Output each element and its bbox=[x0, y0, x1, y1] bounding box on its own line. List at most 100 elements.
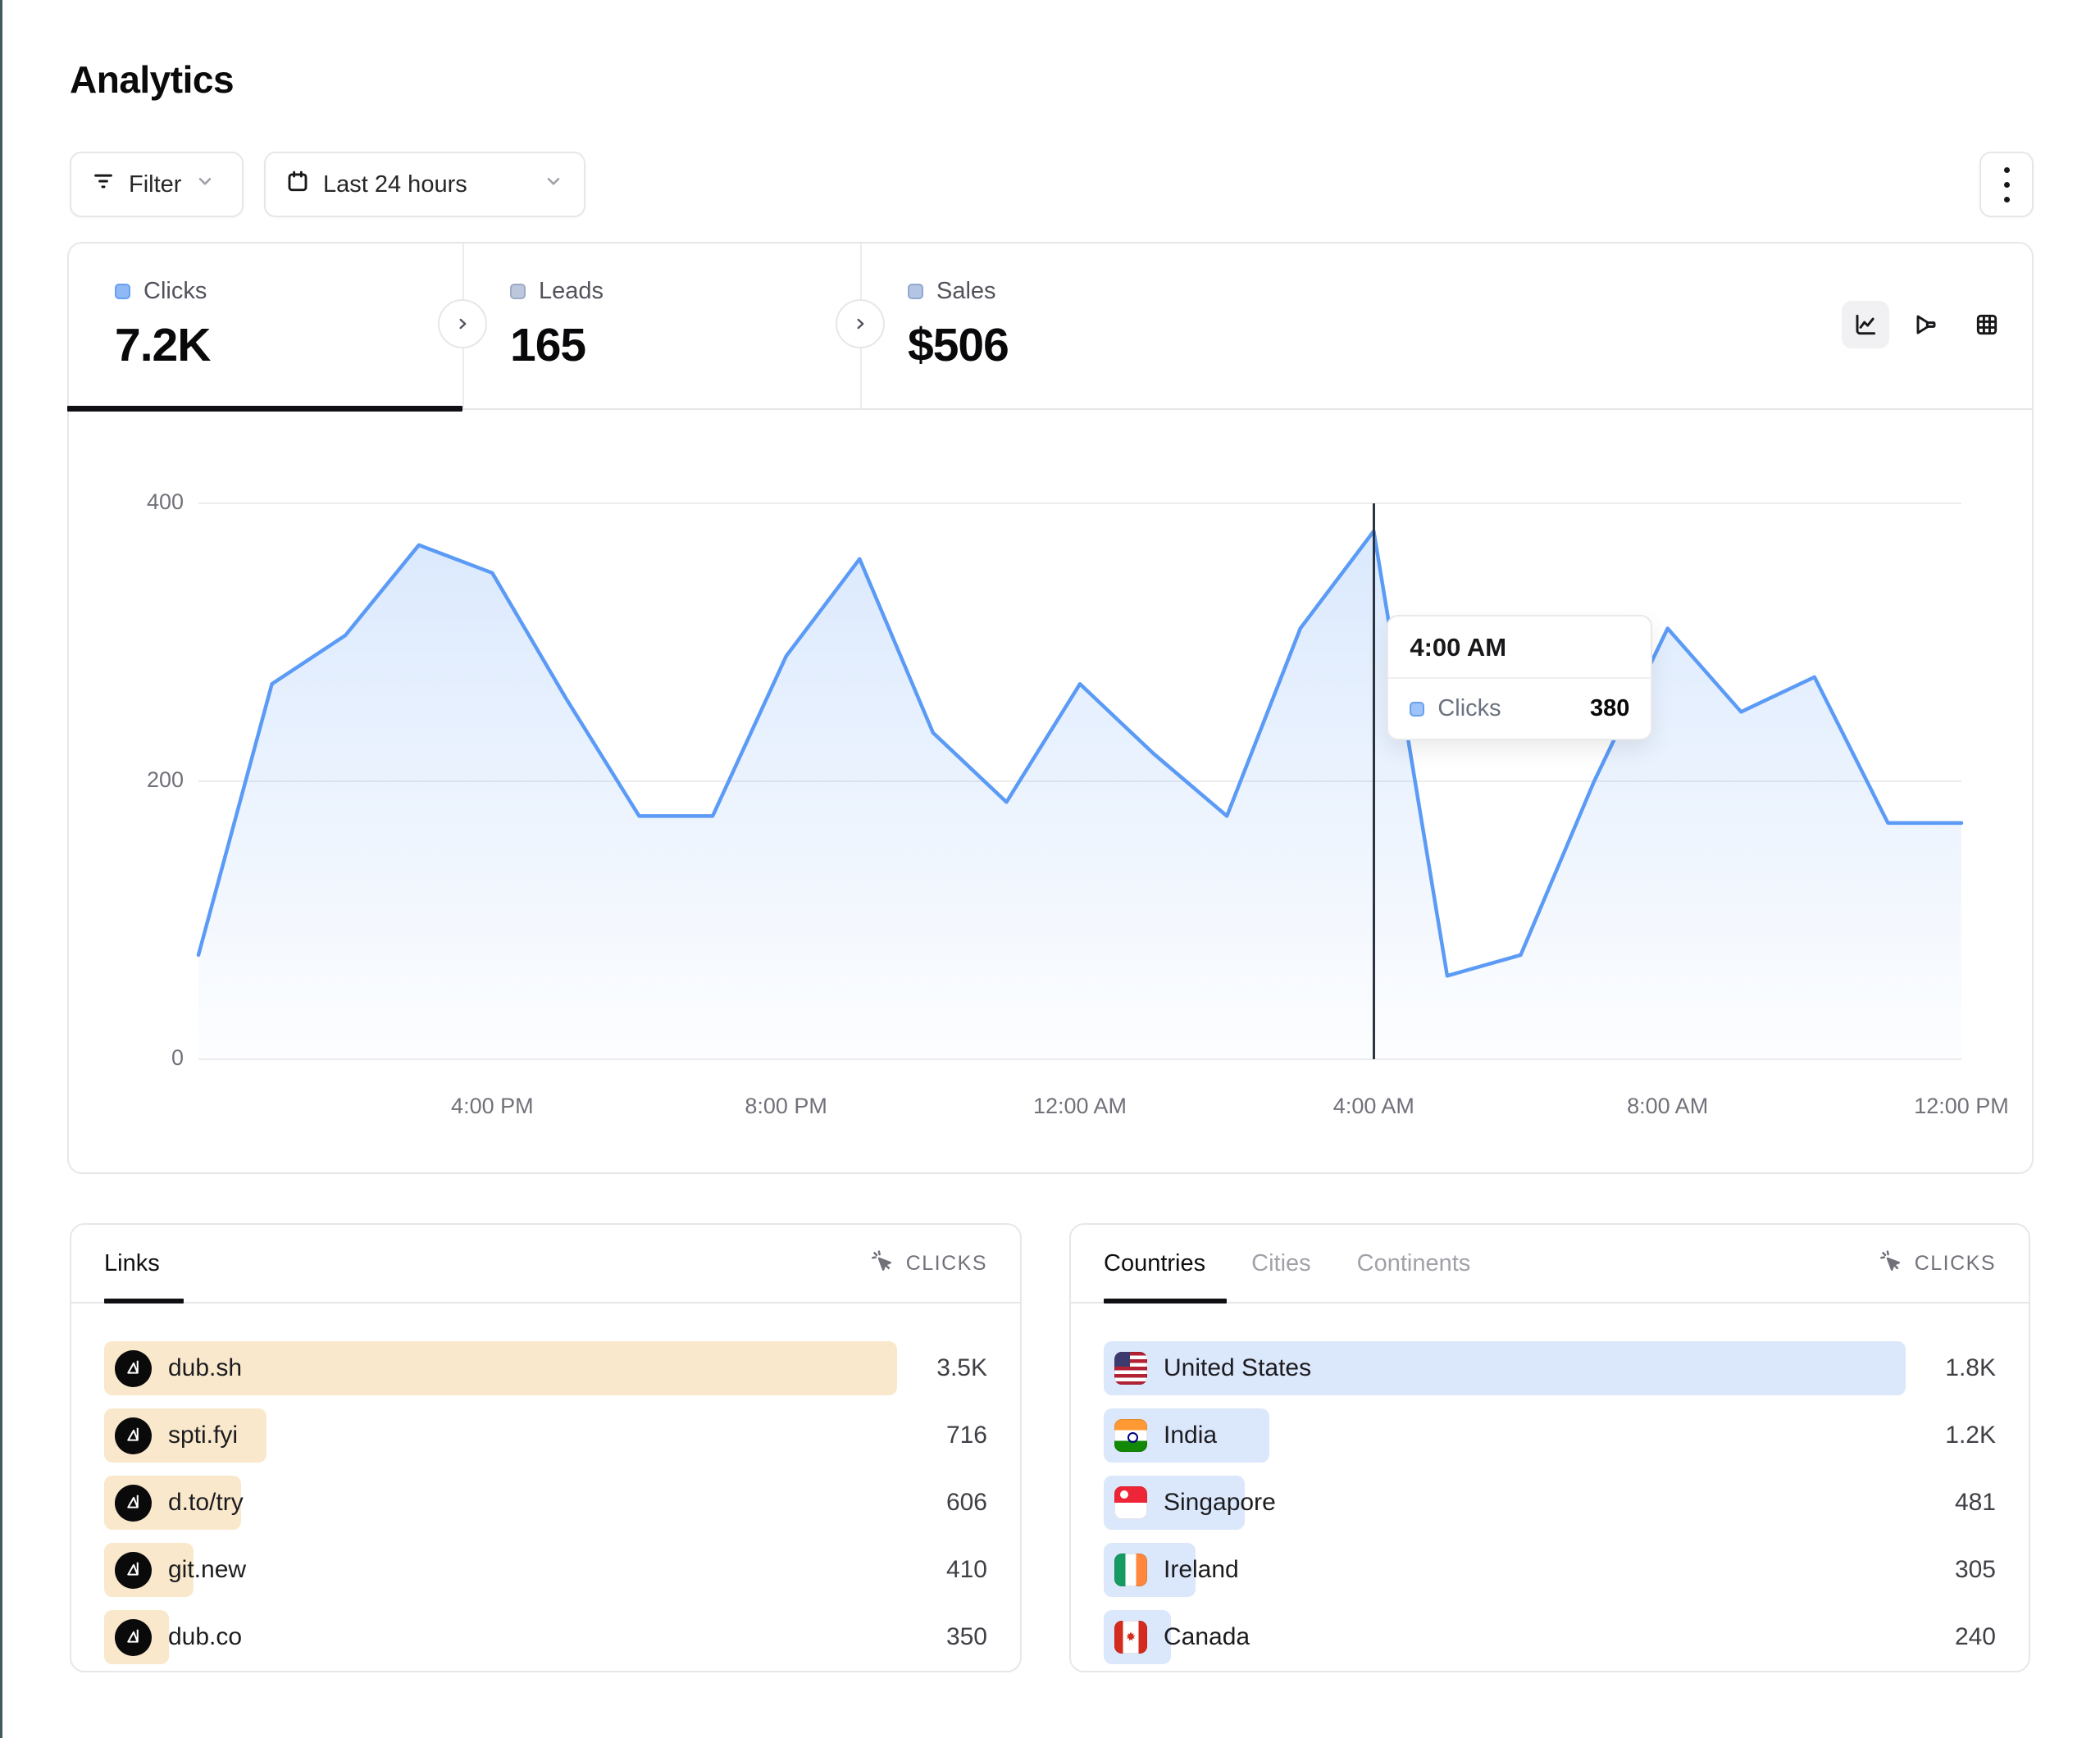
funnel-chart-icon[interactable] bbox=[1902, 301, 1950, 348]
chart-region: 400 200 0 4:00 PM 8:00 PM 12:00 AM 4:00 AM 8:0… bbox=[69, 412, 2032, 1172]
clicks-series-swatch bbox=[115, 284, 130, 299]
links-panel: Links CLICKS dub.sh 3.5K spti.fyi 716 d.to/t… bbox=[70, 1223, 1022, 1672]
chart-crosshair bbox=[1372, 503, 1375, 1059]
row-label: Ireland bbox=[1164, 1556, 1239, 1583]
countries-panel: Countries Cities Continents CLICKS Unite… bbox=[1069, 1223, 2030, 1672]
tab-cities[interactable]: Cities bbox=[1251, 1249, 1311, 1276]
bar-fill bbox=[104, 1341, 897, 1395]
row-label: dub.sh bbox=[168, 1354, 243, 1381]
chevron-down-icon bbox=[194, 171, 216, 198]
sales-series-swatch bbox=[908, 284, 923, 299]
tab-continents[interactable]: Continents bbox=[1356, 1249, 1471, 1276]
row-label: Singapore bbox=[1164, 1489, 1276, 1516]
date-range-label: Last 24 hours bbox=[323, 171, 467, 198]
page-title: Analytics bbox=[70, 58, 235, 101]
tab-divider-chevron-right-icon[interactable] bbox=[836, 299, 885, 348]
metric-tabs: Clicks 7.2K Leads 165 Sales $506 bbox=[67, 243, 2032, 412]
x-axis-tick: 12:00 PM bbox=[1914, 1094, 2009, 1118]
calendar-icon bbox=[285, 169, 310, 200]
filter-button-label: Filter bbox=[129, 171, 182, 198]
tab-links[interactable]: Links bbox=[104, 1249, 160, 1276]
tab-leads[interactable]: Leads 165 bbox=[462, 243, 860, 408]
metric-label: Sales bbox=[936, 278, 996, 304]
x-axis-tick: 8:00 AM bbox=[1627, 1094, 1709, 1118]
table-row[interactable]: git.new 410 bbox=[104, 1543, 987, 1597]
table-row[interactable]: d.to/try 606 bbox=[104, 1476, 987, 1530]
row-value: 350 bbox=[945, 1623, 987, 1650]
dub-logo-icon bbox=[115, 1417, 152, 1454]
x-axis-tick: 8:00 PM bbox=[745, 1094, 827, 1118]
chart-tooltip: 4:00 AM Clicks 380 bbox=[1387, 615, 1653, 740]
row-label: d.to/try bbox=[168, 1489, 244, 1516]
row-label: Canada bbox=[1164, 1623, 1250, 1650]
analytics-chart-card: Clicks 7.2K Leads 165 Sales $506 bbox=[67, 242, 2034, 1174]
x-axis-tick: 12:00 AM bbox=[1032, 1094, 1127, 1118]
x-axis-tick: 4:00 PM bbox=[451, 1094, 534, 1118]
row-value: 481 bbox=[1954, 1489, 1996, 1516]
metric-label: Leads bbox=[539, 278, 604, 304]
tab-clicks[interactable]: Clicks 7.2K bbox=[67, 243, 462, 412]
table-row[interactable]: dub.co 350 bbox=[104, 1610, 987, 1664]
row-label: United States bbox=[1164, 1354, 1312, 1381]
panel-metric-selector[interactable]: CLICKS bbox=[1877, 1248, 1996, 1280]
row-value: 606 bbox=[945, 1489, 987, 1516]
y-axis-tick: 400 bbox=[146, 489, 184, 514]
table-row[interactable]: India 1.2K bbox=[1104, 1408, 1996, 1463]
filter-button[interactable]: Filter bbox=[70, 152, 244, 217]
chart-type-toggle bbox=[1842, 301, 2011, 348]
ca-flag-icon bbox=[1114, 1621, 1147, 1654]
in-flag-icon bbox=[1114, 1419, 1147, 1452]
table-row[interactable]: United States 1.8K bbox=[1104, 1341, 1996, 1395]
table-row[interactable]: spti.fyi 716 bbox=[104, 1408, 987, 1463]
table-row[interactable]: Ireland 305 bbox=[1104, 1543, 1996, 1597]
tab-sales[interactable]: Sales $506 bbox=[860, 243, 2032, 408]
chevron-down-icon bbox=[543, 171, 564, 198]
metric-label: Clicks bbox=[143, 278, 207, 304]
table-row[interactable]: Singapore 481 bbox=[1104, 1476, 1996, 1530]
window-edge-accent bbox=[0, 0, 2, 1738]
panel-metric-label: CLICKS bbox=[905, 1251, 987, 1275]
tab-countries[interactable]: Countries bbox=[1104, 1249, 1206, 1276]
row-label: dub.co bbox=[168, 1623, 243, 1650]
tooltip-series-label: Clicks bbox=[1437, 695, 1501, 721]
dub-logo-icon bbox=[115, 1618, 152, 1656]
sg-flag-icon bbox=[1114, 1486, 1147, 1519]
dub-logo-icon bbox=[115, 1551, 152, 1589]
us-flag-icon bbox=[1114, 1352, 1147, 1385]
cursor-click-icon bbox=[868, 1248, 895, 1280]
row-value: 240 bbox=[1954, 1623, 1996, 1650]
filter-icon bbox=[91, 169, 116, 200]
x-axis-tick: 4:00 AM bbox=[1332, 1094, 1414, 1118]
dub-logo-icon bbox=[115, 1484, 152, 1522]
row-value: 3.5K bbox=[936, 1354, 987, 1381]
table-icon[interactable] bbox=[1963, 301, 2011, 348]
metric-value: 7.2K bbox=[115, 319, 211, 371]
metric-value: 165 bbox=[510, 319, 586, 371]
table-row[interactable]: Canada 240 bbox=[1104, 1610, 1996, 1664]
bar-fill bbox=[1104, 1341, 1906, 1395]
metric-value: $506 bbox=[908, 319, 1009, 371]
row-value: 716 bbox=[945, 1422, 987, 1449]
clicks-area-chart[interactable]: 4:00 AM Clicks 380 bbox=[196, 503, 1964, 1060]
tab-divider-chevron-right-icon[interactable] bbox=[438, 299, 487, 348]
line-chart-icon[interactable] bbox=[1842, 301, 1889, 348]
cursor-click-icon bbox=[1877, 1248, 1903, 1280]
row-label: India bbox=[1164, 1422, 1218, 1449]
active-tab-underline bbox=[67, 406, 462, 412]
panel-metric-label: CLICKS bbox=[1914, 1251, 1996, 1275]
row-label: spti.fyi bbox=[168, 1422, 239, 1449]
y-axis-tick: 200 bbox=[146, 767, 184, 792]
table-row[interactable]: dub.sh 3.5K bbox=[104, 1341, 987, 1395]
tooltip-value: 380 bbox=[1589, 695, 1630, 721]
tooltip-series-swatch bbox=[1410, 701, 1425, 717]
panel-metric-selector[interactable]: CLICKS bbox=[868, 1248, 987, 1280]
active-tab-underline bbox=[104, 1299, 184, 1304]
kebab-menu-icon bbox=[2003, 166, 2010, 202]
leads-series-swatch bbox=[510, 284, 526, 299]
date-range-button[interactable]: Last 24 hours bbox=[264, 152, 585, 217]
more-options-button[interactable] bbox=[1979, 152, 2034, 217]
tooltip-time: 4:00 AM bbox=[1388, 616, 1651, 679]
row-value: 410 bbox=[945, 1556, 987, 1583]
ie-flag-icon bbox=[1114, 1554, 1147, 1586]
dub-logo-icon bbox=[115, 1349, 152, 1387]
